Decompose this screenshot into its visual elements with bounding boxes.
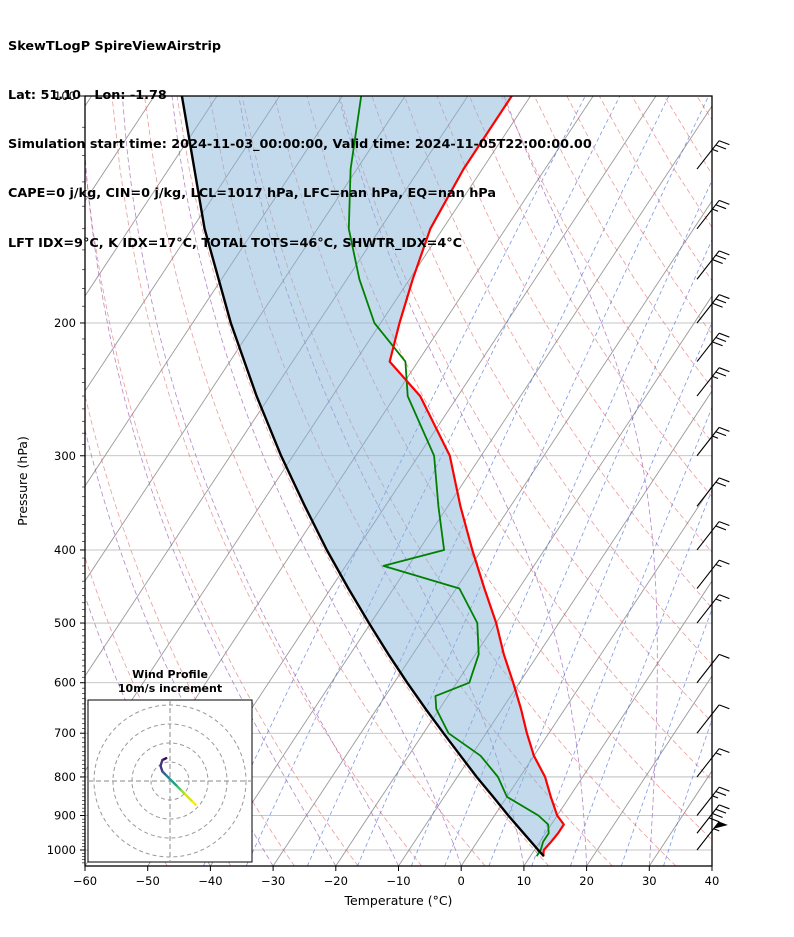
- wind-barb: [696, 704, 730, 734]
- dry-adiabat-line: [599, 96, 712, 282]
- y-tick-label: 700: [54, 726, 76, 740]
- dry-adiabat-line: [501, 96, 712, 443]
- isotherm-line: [460, 485, 712, 866]
- wind-barb: [696, 748, 730, 778]
- wind-barb: [696, 294, 730, 324]
- dry-adiabat-line: [664, 96, 712, 175]
- wind-barb: [696, 140, 730, 170]
- x-tick-label: 30: [642, 874, 657, 888]
- mixing-ratio-line: [306, 96, 670, 866]
- wind-barb: [696, 199, 730, 230]
- isotherm-line: [523, 580, 712, 866]
- title-line-5: LFT IDX=9°C, K IDX=17°C, TOTAL TOTS=46°C…: [8, 235, 463, 251]
- wind-barb: [696, 786, 730, 816]
- dry-adiabat-line: [339, 96, 712, 723]
- dry-adiabat-line: [436, 96, 712, 553]
- x-tick-label: −40: [198, 874, 222, 888]
- mixing-ratio-line: [444, 238, 712, 866]
- x-tick-label: −60: [73, 874, 97, 888]
- wind-barb: [696, 821, 728, 851]
- x-tick-label: 0: [458, 874, 465, 888]
- hodograph-ring: [131, 742, 209, 820]
- wind-barb: [696, 594, 730, 624]
- dry-adiabat-line: [176, 96, 550, 866]
- title-line-4: CAPE=0 j/kg, CIN=0 j/kg, LCL=1017 hPa, L…: [8, 186, 496, 202]
- isotherm-line: [210, 105, 712, 866]
- title-line-3: Simulation start time: 2024-11-03_00:00:…: [8, 137, 592, 153]
- y-tick-label: 600: [54, 676, 76, 690]
- isotherm-line: [335, 295, 712, 866]
- mixing-ratio-line: [245, 96, 621, 866]
- hodograph-ring: [93, 704, 247, 858]
- hodograph-title-line2: 10m/s increment: [118, 682, 222, 695]
- wind-barb: [696, 477, 730, 507]
- y-tick-label: 800: [54, 770, 76, 784]
- y-tick-label: 1000: [47, 843, 76, 857]
- wind-barb: [696, 367, 730, 397]
- isotherm-line: [586, 675, 712, 866]
- mixing-ratio-line: [663, 718, 712, 866]
- isotherm-line: [85, 96, 281, 392]
- profile-layer: [180, 96, 565, 857]
- wind-barb: [696, 653, 730, 684]
- parcel-curve: [180, 96, 545, 857]
- moist-adiabat-line: [171, 96, 462, 866]
- axes-layer: −60 −50 −40 −30 −20 −10 0 10 20 30 40 100 200 300 400 5…: [15, 89, 719, 908]
- isotherm-line: [272, 200, 712, 866]
- mixing-ratio-line: [570, 488, 712, 866]
- title-line-2: Lat: 51.10 Lon: -1.78: [8, 88, 167, 104]
- y-tick-label: 100: [54, 89, 76, 103]
- y-tick-label: 300: [54, 449, 76, 463]
- wind-barbs: [696, 140, 730, 851]
- hodograph-ring: [150, 761, 190, 801]
- temperature-curve: [388, 96, 565, 857]
- mixing-ratio-line: [620, 608, 712, 866]
- y-tick-label: 400: [54, 543, 76, 557]
- dry-adiabat-line: [144, 96, 486, 866]
- isotherm-line: [85, 96, 218, 297]
- wind-barb: [696, 559, 730, 589]
- y-tick-label: 900: [54, 809, 76, 823]
- mixing-ratio-line: [357, 96, 709, 866]
- moist-adiabat-line: [85, 595, 211, 866]
- moist-adiabat-line: [338, 96, 587, 866]
- dry-adiabat-line: [729, 96, 794, 866]
- x-tick-label: 10: [517, 874, 532, 888]
- x-axis-label: Temperature (°C): [344, 893, 453, 908]
- wind-barb: [696, 804, 730, 834]
- y-axis-label: Pressure (hPa): [15, 436, 30, 526]
- wind-barb: [696, 521, 730, 551]
- x-tick-label: −10: [386, 874, 410, 888]
- dry-adiabat-line: [631, 96, 712, 228]
- dry-adiabat-line: [85, 160, 359, 866]
- x-tick-label: −50: [136, 874, 160, 888]
- moist-adiabat-line: [85, 149, 337, 866]
- moist-adiabat-line: [122, 96, 399, 866]
- dry-adiabat-line: [85, 393, 295, 866]
- isotherm-line: [648, 770, 712, 866]
- x-tick-label: −20: [324, 874, 348, 888]
- parcel-temperature-shading: [181, 96, 564, 856]
- wind-barb: [696, 426, 730, 457]
- title-line-1: SkewTLogP SpireViewAirstrip: [8, 38, 222, 54]
- x-tick-label: 20: [579, 874, 594, 888]
- dry-adiabat-line: [566, 96, 712, 335]
- hodograph-title-line1: Wind Profile: [132, 668, 208, 681]
- hodograph-trace: [191, 800, 197, 806]
- dry-adiabat-line: [469, 96, 712, 498]
- hodograph-ring: [112, 723, 228, 839]
- dewpoint-curve: [347, 96, 550, 857]
- title-block: SkewTLogP SpireViewAirstrip Lat: 51.10 L…: [8, 6, 592, 285]
- wind-barb: [696, 332, 730, 362]
- wind-barb: [696, 250, 730, 280]
- x-tick-label: −30: [261, 874, 285, 888]
- x-tick-label: 40: [705, 874, 720, 888]
- y-tick-label: 200: [54, 316, 76, 330]
- y-tick-label: 500: [54, 616, 76, 630]
